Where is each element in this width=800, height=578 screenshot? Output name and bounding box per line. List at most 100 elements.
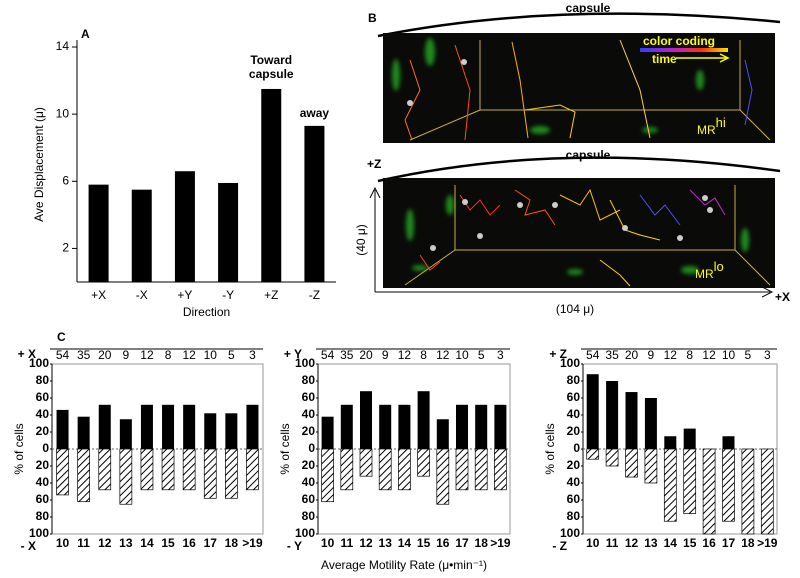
y-tick-label: 60 [567,390,581,404]
z-axis-label: +Z [367,157,381,171]
capsule-arc [377,156,781,183]
count-label: 12 [436,348,450,362]
z-axis-arrow [369,186,381,292]
count-label: 5 [478,348,485,362]
y-tick-label: 100 [560,526,580,540]
x-tick-label: 13 [644,536,658,550]
y-tick-label: 80 [567,509,581,523]
bar [359,448,373,477]
count-label: 8 [420,348,427,362]
x-tick-label: 10 [586,536,600,550]
series-label: + Z [549,347,567,361]
series-label: - Y [287,539,302,553]
bar [77,448,91,503]
bar [321,416,334,449]
y-tick-label: 80 [567,373,581,387]
bar [321,448,334,503]
y-tick-label: 80 [302,373,316,387]
count-label: 10 [722,348,736,362]
mr-hi-sup: hi [716,115,726,130]
bar [644,448,658,484]
mr-hi-base: MR [697,123,716,137]
count-label: 54 [56,348,70,362]
color-coding-label: color coding [643,34,715,48]
bar [379,404,392,449]
count-label: 35 [77,348,91,362]
x-axis-label: +X [775,290,790,304]
bar [625,392,638,449]
series-label: - X [21,539,36,553]
micrograph-detail [404,39,771,141]
x-tick-label: 11 [340,536,353,550]
bar [741,448,755,535]
count-label: 8 [165,348,172,362]
panel-label: B [368,11,377,25]
y-tick-label: 100 [295,526,315,540]
x-tick-label: 16 [436,536,450,550]
bar [474,448,488,491]
count-label: 20 [625,348,639,362]
x-tick-label: -X [136,288,148,302]
micrograph-detail [406,195,749,275]
y-tick-label: 60 [302,390,316,404]
bar [494,404,507,449]
bar [378,448,392,491]
x-tick-label: 14 [398,536,412,550]
time-arrow [676,53,730,63]
y-tick-label: 40 [302,475,316,489]
count-label: 12 [664,348,678,362]
series-label: + Y [284,347,302,361]
x-tick-label: 18 [225,536,239,550]
bar [456,404,468,449]
panel-b: B capsule color coding time MRhi capsule [354,1,790,316]
bar [203,448,217,499]
bar [586,448,600,460]
x-tick-label: +Z [264,288,278,302]
y-axis-title: % of cells [278,423,292,474]
bar [664,436,677,449]
z-extent-label: (40 μ) [354,224,368,256]
capsule-label: capsule [566,148,611,162]
x-axis-arrow [375,286,774,298]
x-tick-label: 15 [417,536,431,550]
count-label: 20 [98,348,112,362]
series-label: + X [18,347,36,361]
bar [182,448,196,491]
bar [586,374,599,449]
capsule-label: capsule [566,1,611,15]
count-label: 5 [745,348,752,362]
color-scale [640,48,728,52]
panel-label: C [57,330,66,344]
count-label: 35 [340,348,354,362]
bar [644,398,657,449]
x-tick-label: 18 [741,536,755,550]
bar [417,391,430,449]
count-label: 3 [249,348,256,362]
y-tick-label: 6 [62,173,69,187]
y-tick-label: 60 [567,492,581,506]
x-tick-label: 15 [161,536,175,550]
x-extent-label: (104 μ) [556,302,594,316]
mr-lo-sup: lo [714,259,724,274]
x-axis-title: Average Motility Rate (μ•min⁻¹) [321,558,487,572]
y-tick-label: 20 [567,458,581,472]
bar [304,125,325,283]
bar [131,189,152,282]
bar [98,404,111,449]
y-tick-label: 0 [573,441,580,455]
series-label: - Z [552,539,567,553]
x-tick-label: 12 [98,536,112,550]
y-tick-label: 2 [62,241,69,255]
bar [475,404,488,449]
y-tick-label: 10 [56,106,70,120]
bar [360,391,372,449]
bar [663,448,677,522]
y-tick-label: 40 [36,407,50,421]
y-tick-label: 100 [560,356,580,370]
bar [722,436,735,449]
count-label: 54 [586,348,600,362]
bar [246,448,259,491]
y-tick-label: 80 [36,373,50,387]
bar [683,428,696,449]
bar [605,448,619,467]
